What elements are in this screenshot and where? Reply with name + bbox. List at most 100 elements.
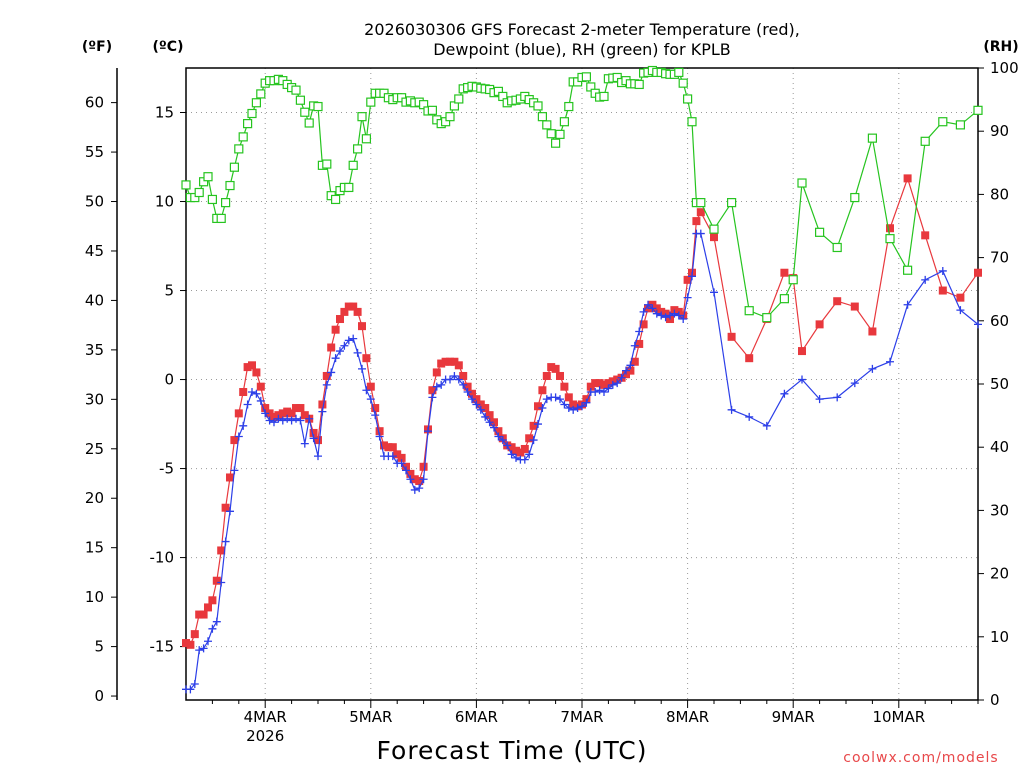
dewpoint-point	[204, 637, 212, 646]
temperature-point	[512, 446, 520, 455]
dewpoint-point	[428, 393, 437, 402]
dewpoint-point	[468, 395, 476, 404]
temperature-point	[406, 469, 415, 478]
dewpoint-point	[248, 388, 256, 397]
fahrenheit-tick-label: 10	[85, 588, 104, 606]
temperature-point	[199, 610, 208, 619]
date-tick-label: 6MAR	[455, 708, 498, 726]
dewpoint-point	[362, 386, 371, 395]
dewpoint-point	[938, 266, 947, 275]
dewpoint-point	[503, 441, 512, 450]
rh-point	[920, 136, 930, 146]
series-layer	[181, 65, 983, 694]
dewpoint-point	[666, 311, 674, 320]
temperature-point	[956, 293, 965, 302]
dewpoint-point	[762, 421, 771, 430]
dewpoint-point	[573, 404, 582, 413]
temperature-point	[551, 364, 560, 373]
fahrenheit-tick-label: 0	[94, 687, 104, 705]
dewpoint-point	[903, 300, 912, 309]
rh-point	[902, 265, 913, 275]
dewpoint-point	[520, 455, 529, 464]
fahrenheit-tick-label: 50	[85, 193, 104, 211]
dewpoint-point	[683, 293, 692, 302]
rh-tick-label: 50	[990, 375, 1009, 393]
dewpoint-point	[780, 389, 789, 398]
rh-point	[251, 98, 261, 108]
temperature-point	[397, 453, 406, 462]
temperature-point	[481, 404, 490, 413]
dewpoint-point	[745, 412, 754, 421]
fahrenheit-tick-label: 25	[85, 440, 104, 458]
temperature-point	[626, 366, 635, 375]
rh-point	[300, 107, 310, 117]
temperature-point	[468, 389, 476, 398]
dewpoint-point	[674, 311, 683, 320]
temperature-point	[586, 382, 595, 391]
temperature-point	[560, 382, 569, 391]
dewpoint-point	[432, 382, 441, 391]
temperature-point	[270, 412, 278, 421]
dewpoint-point	[688, 272, 696, 281]
chart-title: 2026030306 GFS Forecast 2-meter Temperat…	[364, 20, 800, 59]
rh-point	[850, 192, 860, 203]
temperature-point	[815, 320, 824, 329]
dewpoint-point	[569, 405, 578, 414]
dewpoint-point	[226, 507, 234, 516]
rh-tick-label: 40	[990, 438, 1009, 456]
dewpoint-point	[591, 388, 600, 397]
dewpoint-point	[300, 439, 309, 448]
temperature-point	[309, 428, 318, 437]
rh-point	[304, 118, 314, 128]
dewpoint-point	[296, 416, 305, 425]
dewpoint-point	[608, 380, 617, 389]
temperature-point	[331, 325, 340, 334]
temperature-point	[639, 320, 648, 329]
temperature-point	[446, 357, 454, 366]
rh-point	[238, 132, 248, 142]
temperature-point	[371, 404, 380, 413]
dewpoint-point	[498, 436, 507, 445]
temperature-point	[600, 380, 608, 389]
dewpoint-point	[424, 427, 432, 436]
dewpoint-point	[604, 384, 613, 393]
dewpoint-point	[243, 400, 252, 409]
dewpoint-point	[340, 341, 349, 350]
rh-point	[542, 120, 552, 130]
temperature-point	[353, 307, 362, 316]
temperature-point	[595, 379, 604, 388]
dewpoint-point	[397, 459, 406, 468]
temperature-point	[419, 462, 428, 471]
dewpoint-point	[635, 327, 644, 336]
fahrenheit-tick-label: 55	[85, 143, 104, 161]
celsius-tick-label: -5	[159, 460, 174, 478]
rh-tick-label: 0	[990, 691, 1000, 709]
rh-point	[203, 172, 213, 182]
date-tick-label: 5MAR	[349, 708, 392, 726]
credit-text: coolwx.com/models	[843, 750, 998, 766]
rh-point	[454, 94, 464, 104]
temperature-point	[349, 302, 358, 311]
rh-point	[581, 72, 592, 82]
rh-point	[234, 144, 244, 154]
dewpoint-point	[670, 309, 679, 318]
rh-point	[225, 180, 235, 191]
temperature-point	[476, 400, 485, 409]
rh-tick-label: 20	[990, 565, 1009, 583]
dewpoint-point	[485, 418, 494, 427]
dewpoint-point	[652, 309, 661, 318]
dewpoint-point	[560, 400, 569, 409]
temperature-point	[300, 411, 309, 420]
fahrenheit-tick-label: 20	[85, 489, 104, 507]
dewpoint-point	[595, 386, 604, 395]
rh-point	[322, 159, 332, 169]
rh-point	[634, 79, 644, 90]
temperature-point	[490, 418, 498, 427]
dewpoint-point	[217, 578, 226, 587]
rh-tick-label: 100	[990, 59, 1019, 77]
rh-point	[779, 294, 790, 304]
dewpoint-point	[208, 624, 217, 633]
temperature-point	[921, 231, 930, 240]
rh-point	[295, 95, 305, 105]
